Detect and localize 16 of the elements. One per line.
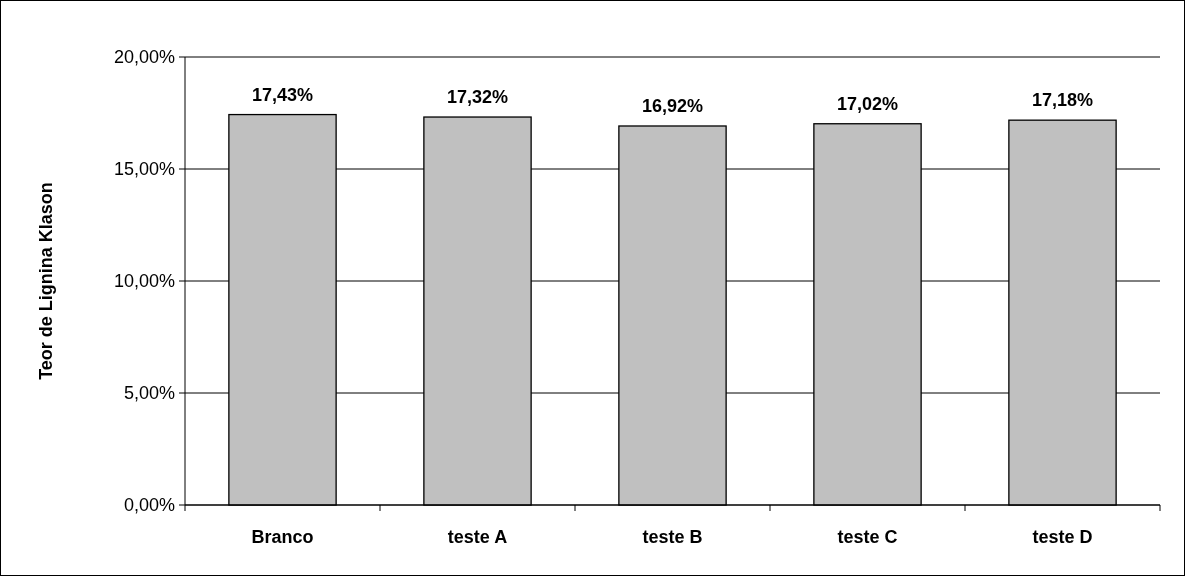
data-label: 16,92% [641, 95, 704, 116]
y-axis-title: Teor de Lignina Klason [36, 182, 56, 380]
x-tick-label: teste B [642, 527, 703, 547]
y-tick-label: 5,00% [123, 383, 175, 404]
x-tick-label: teste D [1032, 527, 1093, 547]
x-tick-label: Branco [251, 527, 314, 547]
y-tick-label: 20,00% [113, 47, 175, 68]
data-label: 17,02% [836, 93, 899, 114]
y-tick-label: 10,00% [113, 271, 175, 292]
y-tick-label: 0,00% [123, 495, 175, 516]
data-label: 17,18% [1031, 90, 1094, 111]
x-tick-label: teste A [447, 527, 508, 547]
x-tick-label: teste C [837, 527, 898, 547]
y-tick-label: 15,00% [113, 159, 175, 180]
data-label: 17,43% [251, 84, 314, 105]
data-label: 17,32% [446, 87, 509, 108]
